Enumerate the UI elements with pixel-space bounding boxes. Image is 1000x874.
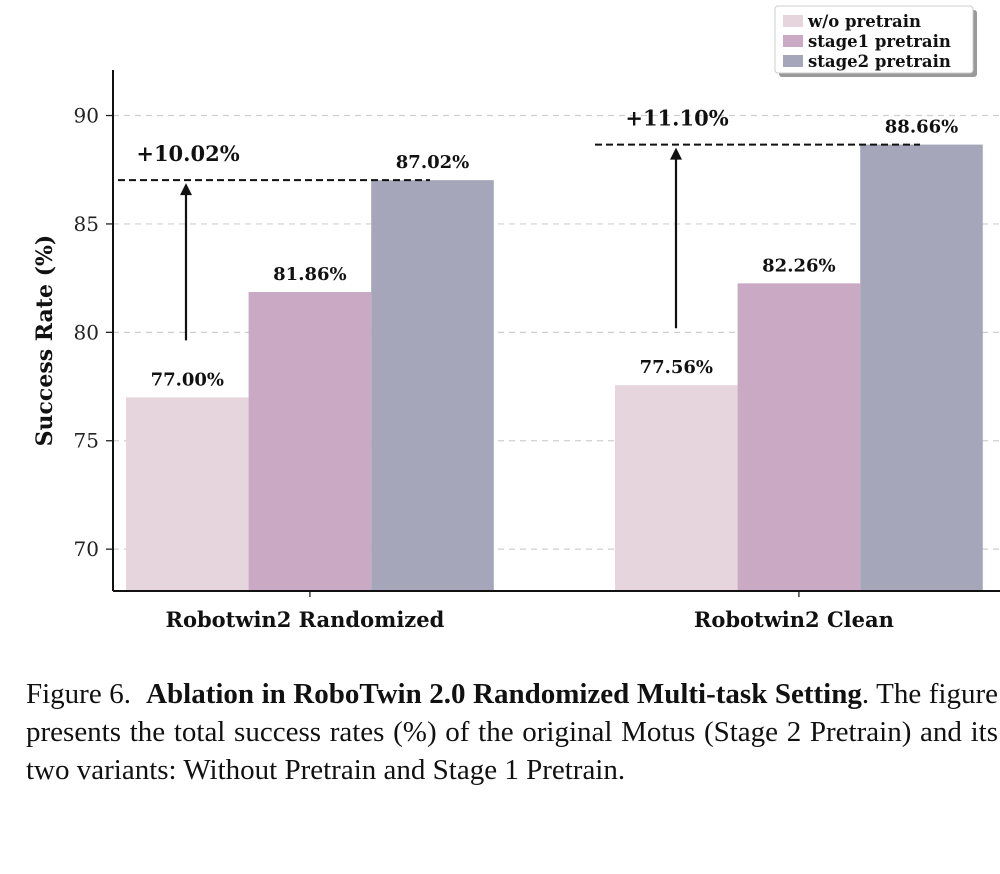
legend-swatch — [783, 15, 803, 27]
legend-label: stage2 pretrain — [808, 52, 951, 71]
bar-w-o-pretrain — [126, 397, 249, 591]
bar-value-label: 77.56% — [640, 357, 713, 378]
improvement-label: +10.02% — [136, 141, 239, 166]
bar-stage2-pretrain — [371, 180, 494, 591]
bar-stage1-pretrain — [737, 283, 861, 591]
bar-value-label: 77.00% — [151, 369, 224, 390]
bar-stage2-pretrain — [860, 144, 983, 591]
arrow-head-icon — [670, 147, 682, 160]
legend-label: stage1 pretrain — [808, 32, 951, 51]
caption-title: Ablation in RoboTwin 2.0 Randomized Mult… — [146, 678, 862, 710]
arrow-head-icon — [180, 183, 192, 196]
bar-stage1-pretrain — [248, 292, 372, 591]
x-tick-label: Robotwin2 Randomized — [166, 607, 445, 632]
y-tick-label: 85 — [74, 212, 99, 236]
x-tick-label: Robotwin2 Clean — [694, 607, 894, 632]
legend-swatch — [783, 55, 803, 67]
bar-value-label: 88.66% — [885, 117, 958, 138]
y-tick-label: 90 — [74, 104, 99, 128]
y-tick-label: 80 — [74, 320, 99, 344]
y-tick-label: 70 — [74, 537, 99, 561]
bar-value-label: 87.02% — [396, 152, 469, 173]
figure-caption: Figure 6. Ablation in RoboTwin 2.0 Rando… — [26, 675, 998, 789]
caption-body: . The figure presents the total success … — [26, 678, 998, 786]
bar-value-label: 81.86% — [273, 264, 346, 285]
bar-value-label: 82.26% — [762, 255, 835, 276]
y-axis-label: Success Rate (%) — [32, 235, 58, 447]
y-tick-label: 75 — [74, 429, 99, 453]
legend-swatch — [783, 35, 803, 47]
improvement-label: +11.10% — [625, 106, 728, 131]
bar-chart: 70 75 80 85 90 77.00% 81.86% 87.02% Robotwin2 Ra… — [32, 5, 1000, 632]
legend — [774, 5, 974, 74]
bar-w-o-pretrain — [615, 385, 738, 591]
caption-figure-label: Figure 6. — [26, 678, 131, 710]
legend-label: w/o pretrain — [807, 12, 921, 31]
